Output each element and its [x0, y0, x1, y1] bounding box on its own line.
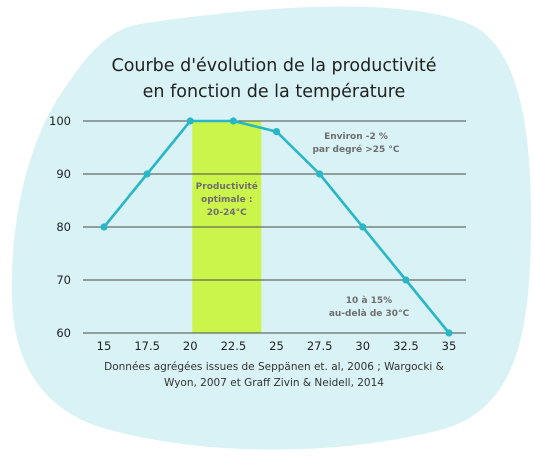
- data-point: [272, 128, 281, 136]
- annotation-line: au-delà de 30°C: [329, 309, 410, 319]
- annotation-decline-rate: Environ -2 % par degré >25 °C: [312, 132, 399, 155]
- optimal-zone-label: Productivité: [196, 181, 258, 192]
- x-tick-label: 22.5: [221, 339, 247, 353]
- y-tick-label: 100: [49, 114, 71, 128]
- optimal-zone-label: 20-24°C: [207, 208, 247, 218]
- x-tick-label: 15: [97, 339, 112, 353]
- source-note-line-1: Données agrégées issues de Seppänen et. …: [104, 361, 444, 373]
- source-note-line-2: Wyon, 2007 et Graff Zivin & Neidell, 201…: [164, 377, 384, 389]
- optimal-zone-label: optimale :: [201, 195, 252, 205]
- x-tick-label: 35: [442, 339, 457, 353]
- annotation-line: Environ -2 %: [324, 132, 388, 142]
- y-tick-label: 70: [56, 273, 71, 287]
- chart-title-line-2: en fonction de la température: [143, 82, 406, 102]
- annotation-decline-above-30: 10 à 15% au-delà de 30°C: [329, 296, 410, 319]
- annotation-line: par degré >25 °C: [312, 144, 399, 155]
- data-point: [445, 329, 453, 337]
- x-tick-label: 27.5: [307, 339, 333, 353]
- y-tick-label: 60: [56, 326, 71, 340]
- y-tick-label: 90: [56, 167, 71, 181]
- data-point: [143, 170, 151, 178]
- x-tick-label: 32.5: [393, 339, 419, 353]
- data-point: [402, 276, 410, 284]
- data-point: [316, 170, 324, 178]
- y-tick-label: 80: [56, 220, 71, 234]
- data-point: [186, 117, 194, 125]
- data-point: [229, 117, 237, 125]
- data-point: [100, 223, 108, 231]
- x-tick-label: 30: [355, 339, 370, 353]
- chart-title-line-1: Courbe d'évolution de la productivité: [111, 56, 436, 76]
- background-blob: [11, 6, 532, 450]
- data-point: [359, 223, 367, 231]
- x-tick-label: 25: [269, 339, 284, 353]
- annotation-line: 10 à 15%: [346, 296, 392, 306]
- x-tick-label: 20: [183, 339, 198, 353]
- x-tick-label: 17.5: [134, 339, 160, 353]
